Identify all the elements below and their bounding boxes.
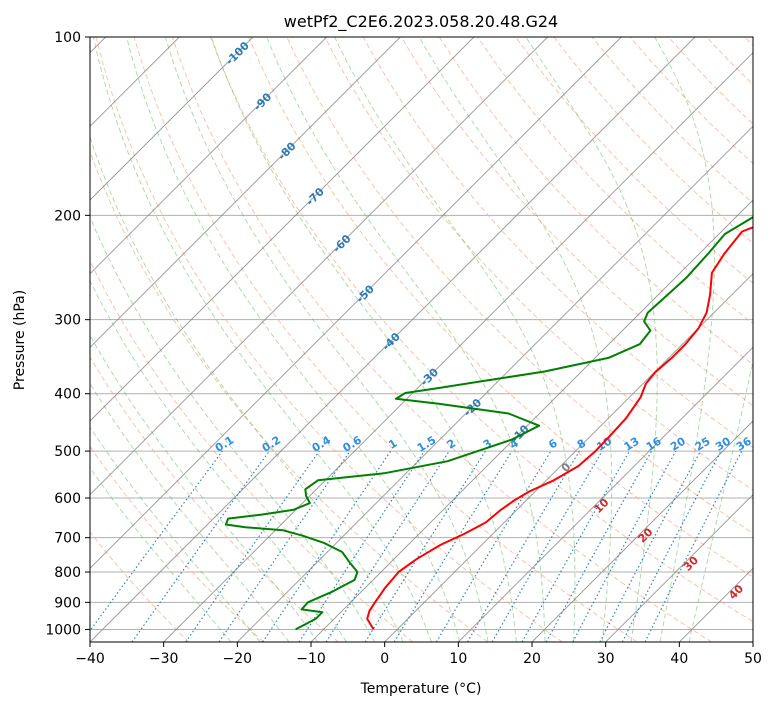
dry-adiabat	[210, 37, 753, 623]
dry-adiabat	[133, 37, 638, 642]
dry-adiabat	[324, 37, 753, 491]
moist-adiabat	[654, 37, 715, 642]
isotherm-line	[163, 51, 753, 642]
y-axis-ticks: 100 200 300 400 500 600 700 800 900 1000	[45, 30, 90, 638]
isotherm-line	[90, 37, 475, 422]
isotherm-line	[457, 346, 753, 642]
mixing-ratio-line	[262, 450, 392, 642]
moist-adiabat	[418, 37, 613, 642]
x-tick-label: 50	[744, 651, 762, 667]
y-tick-label: 700	[54, 531, 81, 547]
dry-adiabat	[171, 37, 712, 642]
moist-adiabat	[210, 37, 517, 642]
dry-adiabat	[90, 445, 264, 642]
isotherm-line	[90, 37, 622, 570]
dry-adiabat	[400, 37, 753, 407]
profiles	[224, 215, 753, 631]
moist-adiabat	[126, 37, 461, 642]
x-tick-label: 20	[523, 651, 541, 667]
x-tick-label: 0	[380, 651, 389, 667]
y-tick-label: 400	[54, 387, 81, 403]
moist-adiabat	[266, 37, 546, 642]
mixing-ratio-line	[545, 450, 653, 642]
mixing-ratio-line	[521, 450, 631, 642]
mixing-ratio-line	[572, 450, 677, 642]
x-axis-ticks: −40 −30 −20 −10 0 10 20 30 40 50	[75, 642, 762, 667]
dry-adiabat	[90, 356, 339, 642]
dry-adiabat	[95, 37, 563, 642]
mixing-ratio-line	[218, 450, 351, 642]
isotherm-line	[90, 37, 401, 349]
y-tick-label: 600	[54, 491, 81, 507]
isotherm-line	[90, 37, 328, 275]
moist-adiabat	[90, 215, 376, 642]
y-tick-label: 200	[54, 208, 81, 224]
dry-adiabat	[248, 37, 753, 578]
mixing-ratio-line	[644, 450, 743, 642]
isotherm-line	[752, 641, 753, 642]
x-tick-label: 30	[597, 651, 615, 667]
dry-adiabat	[90, 531, 190, 642]
y-tick-label: 100	[54, 30, 81, 46]
isotherm-line	[90, 37, 549, 496]
dry-adiabat	[515, 37, 753, 284]
y-tick-label: 1000	[45, 622, 81, 638]
x-tick-label: 10	[449, 651, 467, 667]
mixing-ratio-label: 36	[734, 434, 754, 453]
moist-adiabat	[90, 426, 261, 642]
isotherm-line	[531, 420, 753, 642]
y-axis-label: Pressure (hPa)	[12, 290, 28, 390]
temperature-profile	[366, 226, 753, 630]
mixing-ratio-line	[131, 450, 270, 642]
isotherm-line	[384, 272, 753, 642]
x-axis-label: Temperature (°C)	[360, 681, 482, 697]
x-tick-label: −40	[75, 651, 105, 667]
x-tick-label: −30	[149, 651, 179, 667]
isotherm-line	[90, 37, 254, 201]
chart-title: wetPf2_C2E6.2023.058.20.48.G24	[284, 12, 558, 32]
isotherm-line	[605, 493, 753, 642]
moist-adiabat	[688, 358, 753, 642]
moist-adiabat	[92, 37, 432, 642]
moist-adiabat	[90, 135, 404, 642]
x-tick-label: 40	[670, 651, 688, 667]
mixing-ratio-line	[90, 450, 223, 632]
dry-adiabat	[90, 150, 488, 642]
mixing-ratio-line	[393, 450, 513, 642]
plot-frame	[89, 36, 754, 643]
moist-adiabat	[525, 37, 658, 642]
y-tick-label: 500	[54, 444, 81, 460]
moist-adiabat	[90, 334, 319, 642]
dewpoint-profile	[224, 215, 753, 631]
moist-adiabat	[90, 382, 290, 642]
y-tick-label: 900	[54, 595, 81, 611]
moist-adiabat	[90, 467, 232, 642]
x-tick-label: −20	[223, 651, 253, 667]
mixing-ratio-line	[325, 450, 450, 642]
y-tick-label: 800	[54, 565, 81, 581]
moist-adiabat	[164, 37, 489, 642]
dry-adiabat	[438, 37, 753, 366]
moist-adiabat	[334, 37, 576, 642]
background-lines	[90, 37, 753, 642]
isotherm-line	[236, 125, 753, 642]
x-tick-label: −10	[296, 651, 326, 667]
isotherm-line	[310, 199, 753, 642]
y-tick-label: 300	[54, 313, 81, 329]
mixing-ratio-line	[185, 450, 320, 642]
isotherm-line	[90, 37, 696, 642]
